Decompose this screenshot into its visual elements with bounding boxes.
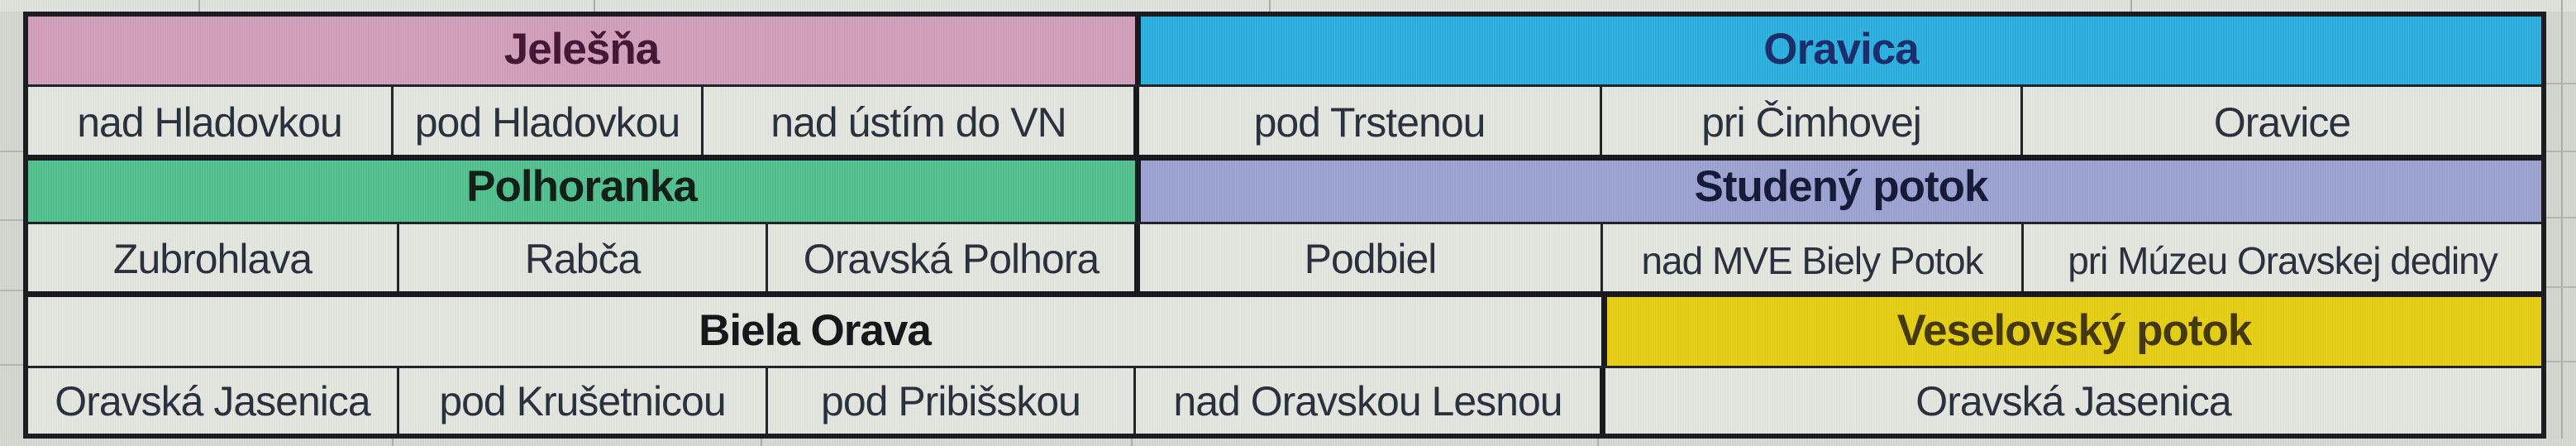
gridline bbox=[2130, 0, 2132, 12]
site-cell-pri-cimhovej[interactable]: pri Čimhovej bbox=[1600, 87, 2020, 155]
gridline bbox=[1131, 439, 1133, 446]
site-cell-zubrohlava[interactable]: Zubrohlava bbox=[28, 224, 397, 291]
site-cell-nad-hladovkou[interactable]: nad Hladovkou bbox=[28, 87, 391, 155]
sheet-margin-top bbox=[0, 0, 2576, 12]
site-cell-pod-krusetnicou[interactable]: pod Krušetnicou bbox=[397, 368, 766, 434]
site-cell-pod-pribisskou[interactable]: pod Pribišskou bbox=[766, 368, 1133, 434]
sheet-margin-bottom bbox=[0, 439, 2576, 446]
site-cell-nad-ustim-do-vn[interactable]: nad ústím do VN bbox=[701, 87, 1133, 155]
table-row: Jelešňa Oravica bbox=[28, 17, 2541, 84]
gridline bbox=[392, 439, 394, 446]
site-cell-oravska-jasenica-veselovsky[interactable]: Oravská Jasenica bbox=[1600, 368, 2541, 434]
gridline bbox=[2546, 83, 2576, 84]
site-cell-pri-muzeu-oravskej-dediny[interactable]: pri Múzeu Oravskej dediny bbox=[2021, 224, 2541, 291]
gridline bbox=[2546, 361, 2576, 362]
gridline bbox=[2546, 151, 2576, 152]
gridline bbox=[2561, 0, 2563, 446]
table-row: Oravská Jasenica pod Krušetnicou pod Pri… bbox=[28, 366, 2541, 434]
site-cell-oravska-jasenica[interactable]: Oravská Jasenica bbox=[28, 368, 397, 434]
table-row: Biela Orava Veselovský potok bbox=[28, 291, 2541, 366]
gridline bbox=[1269, 0, 1271, 12]
header-cell-oravica[interactable]: Oravica bbox=[1135, 17, 2541, 84]
gridline bbox=[761, 439, 762, 446]
header-cell-veselovsky-potok[interactable]: Veselovský potok bbox=[1601, 297, 2541, 366]
gridline bbox=[2546, 217, 2576, 218]
gridline bbox=[2546, 286, 2576, 288]
site-cell-podbiel[interactable]: Podbiel bbox=[1134, 224, 1600, 291]
table-row: Zubrohlava Rabča Oravská Polhora Podbiel… bbox=[28, 222, 2541, 291]
site-cell-nad-mve-biely-potok[interactable]: nad MVE Biely Potok bbox=[1600, 224, 2021, 291]
header-cell-jelesna[interactable]: Jelešňa bbox=[28, 17, 1135, 84]
gridline bbox=[0, 151, 23, 152]
river-sites-table: Jelešňa Oravica nad Hladovkou pod Hladov… bbox=[23, 12, 2546, 439]
header-cell-polhoranka[interactable]: Polhoranka bbox=[28, 161, 1135, 222]
gridline bbox=[1597, 439, 1599, 446]
table-row: nad Hladovkou pod Hladovkou nad ústím do… bbox=[28, 84, 2541, 155]
header-cell-studeny-potok[interactable]: Studený potok bbox=[1135, 161, 2541, 222]
site-cell-rabca[interactable]: Rabča bbox=[397, 224, 766, 291]
table-row: Polhoranka Studený potok bbox=[28, 155, 2541, 222]
gridline bbox=[594, 0, 595, 12]
site-cell-oravska-polhora[interactable]: Oravská Polhora bbox=[766, 224, 1134, 291]
gridline bbox=[198, 0, 200, 12]
site-cell-pod-trstenou[interactable]: pod Trstenou bbox=[1133, 87, 1600, 155]
gridline bbox=[0, 290, 23, 291]
site-cell-oravice[interactable]: Oravice bbox=[2020, 87, 2541, 155]
gridline bbox=[0, 219, 23, 221]
site-cell-nad-oravskou-lesnou[interactable]: nad Oravskou Lesnou bbox=[1133, 368, 1600, 434]
header-cell-biela-orava[interactable]: Biela Orava bbox=[28, 297, 1601, 366]
gridline bbox=[0, 364, 23, 366]
site-cell-pod-hladovkou[interactable]: pod Hladovkou bbox=[391, 87, 701, 155]
